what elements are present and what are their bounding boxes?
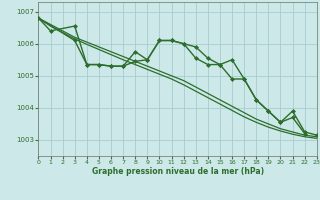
X-axis label: Graphe pression niveau de la mer (hPa): Graphe pression niveau de la mer (hPa) [92,167,264,176]
